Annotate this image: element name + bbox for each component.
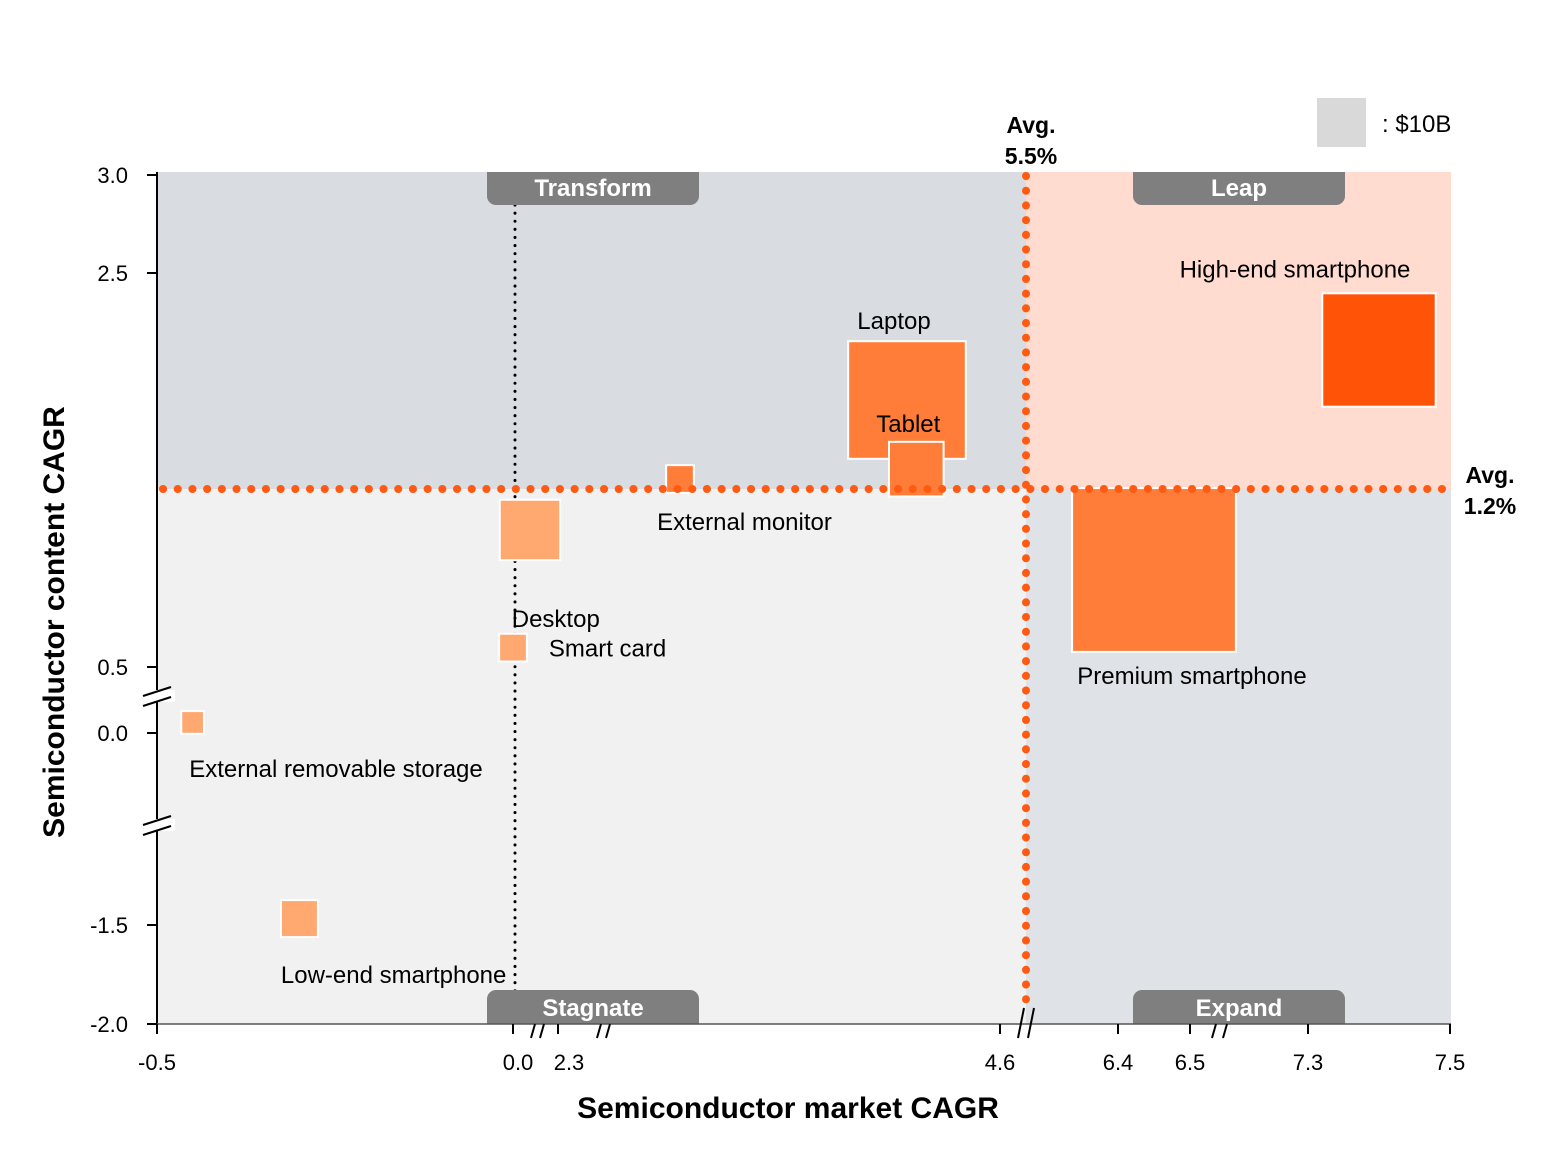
quadrant-badge-expand: Expand [1133, 990, 1345, 1024]
bubble-high-end-smartphone [1321, 292, 1437, 408]
bubble-smart-card [498, 632, 528, 663]
bubble-label-low-end-smartphone: Low-end smartphone [281, 962, 506, 989]
quadrant-label-leap: Leap [1211, 175, 1267, 202]
x-tick-label: 4.6 [985, 1050, 1016, 1075]
bubble-external-removable-storage [180, 710, 205, 735]
y-axis-break [142, 686, 175, 707]
legend-swatch [1317, 98, 1366, 147]
bubble-label-external-removable-storage: External removable storage [189, 756, 482, 783]
bubble-laptop [847, 340, 967, 460]
x-tick-label: 7.5 [1435, 1050, 1466, 1075]
bubble-label-premium-smartphone: Premium smartphone [1077, 663, 1306, 690]
bubble-premium-smartphone [1071, 487, 1237, 653]
y-tick-label: 0.0 [97, 721, 128, 746]
x-axis-break [1017, 1007, 1035, 1039]
x-axis-break [530, 1023, 545, 1039]
bubble-label-high-end-smartphone: High-end smartphone [1180, 256, 1411, 283]
bubble-label-desktop: Desktop [512, 606, 600, 633]
y-ticks [147, 174, 157, 1025]
y-tick-label: 2.5 [97, 261, 128, 286]
quadrant-label-stagnate: Stagnate [542, 995, 643, 1022]
x-axis-title: Semiconductor market CAGR [577, 1092, 999, 1125]
bubble-low-end-smartphone [279, 899, 319, 939]
quadrant-badge-stagnate: Stagnate [487, 990, 699, 1024]
bubble-desktop [498, 498, 562, 562]
x-axis-break [1211, 1023, 1228, 1039]
x-tick-label: 2.3 [554, 1050, 585, 1075]
x-axis-break [596, 1023, 611, 1039]
quadrant-badge-leap: Leap [1133, 172, 1345, 205]
bubble-label-external-monitor: External monitor [657, 509, 832, 536]
x-tick-label: 6.5 [1175, 1050, 1206, 1075]
y-tick-label: -2.0 [90, 1012, 128, 1037]
y-tick-label: 0.5 [97, 655, 128, 680]
quadrant-label-expand: Expand [1196, 995, 1283, 1022]
x-tick-label: 7.3 [1293, 1050, 1324, 1075]
x-tick-label: 0.0 [503, 1050, 534, 1075]
quadrant-badge-transform: Transform [487, 172, 699, 205]
y-tick-label: -1.5 [90, 913, 128, 938]
y-tick-label: 3.0 [97, 163, 128, 188]
avg-x-value: 5.5% [1005, 143, 1057, 169]
y-axis-title: Semiconductor content CAGR [38, 406, 71, 838]
legend-label: : $10B [1382, 111, 1451, 138]
avg-x-label: Avg. [1007, 112, 1056, 138]
avg-y-value: 1.2% [1464, 493, 1516, 519]
avg-y-label: Avg. [1466, 462, 1515, 488]
y-axis-break [142, 815, 175, 836]
bubble-label-smart-card: Smart card [549, 636, 666, 663]
x-tick-label: -0.5 [138, 1050, 176, 1075]
x-tick-label: 6.4 [1103, 1050, 1134, 1075]
x-ticks [156, 1024, 1451, 1034]
quadrant-label-transform: Transform [534, 175, 651, 202]
bubble-label-laptop: Laptop [857, 308, 930, 335]
bubble-label-tablet: Tablet [876, 411, 940, 438]
